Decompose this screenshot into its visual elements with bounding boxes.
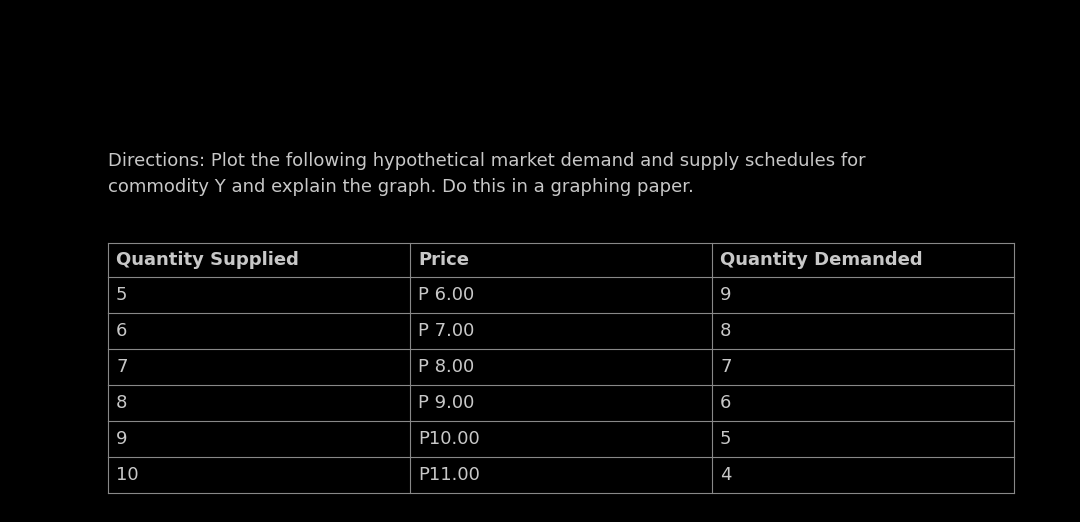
Text: P11.00: P11.00 [418, 466, 480, 484]
Text: 6: 6 [116, 322, 127, 340]
Text: 9: 9 [720, 286, 731, 304]
Text: 5: 5 [720, 430, 731, 448]
Text: P 6.00: P 6.00 [418, 286, 474, 304]
Text: commodity Y and explain the graph. Do this in a graphing paper.: commodity Y and explain the graph. Do th… [108, 178, 693, 196]
Text: P 9.00: P 9.00 [418, 394, 474, 412]
Text: 10: 10 [116, 466, 138, 484]
Text: 9: 9 [116, 430, 127, 448]
Text: 8: 8 [116, 394, 127, 412]
Text: 6: 6 [720, 394, 731, 412]
Text: 7: 7 [720, 358, 731, 376]
Text: P 8.00: P 8.00 [418, 358, 474, 376]
Text: 8: 8 [720, 322, 731, 340]
Text: Price: Price [418, 251, 469, 269]
Text: 7: 7 [116, 358, 127, 376]
Text: 4: 4 [720, 466, 731, 484]
Text: Quantity Demanded: Quantity Demanded [720, 251, 922, 269]
Text: P10.00: P10.00 [418, 430, 480, 448]
Text: 5: 5 [116, 286, 127, 304]
Text: Directions: Plot the following hypothetical market demand and supply schedules f: Directions: Plot the following hypotheti… [108, 152, 866, 170]
Text: Quantity Supplied: Quantity Supplied [116, 251, 299, 269]
Text: P 7.00: P 7.00 [418, 322, 474, 340]
